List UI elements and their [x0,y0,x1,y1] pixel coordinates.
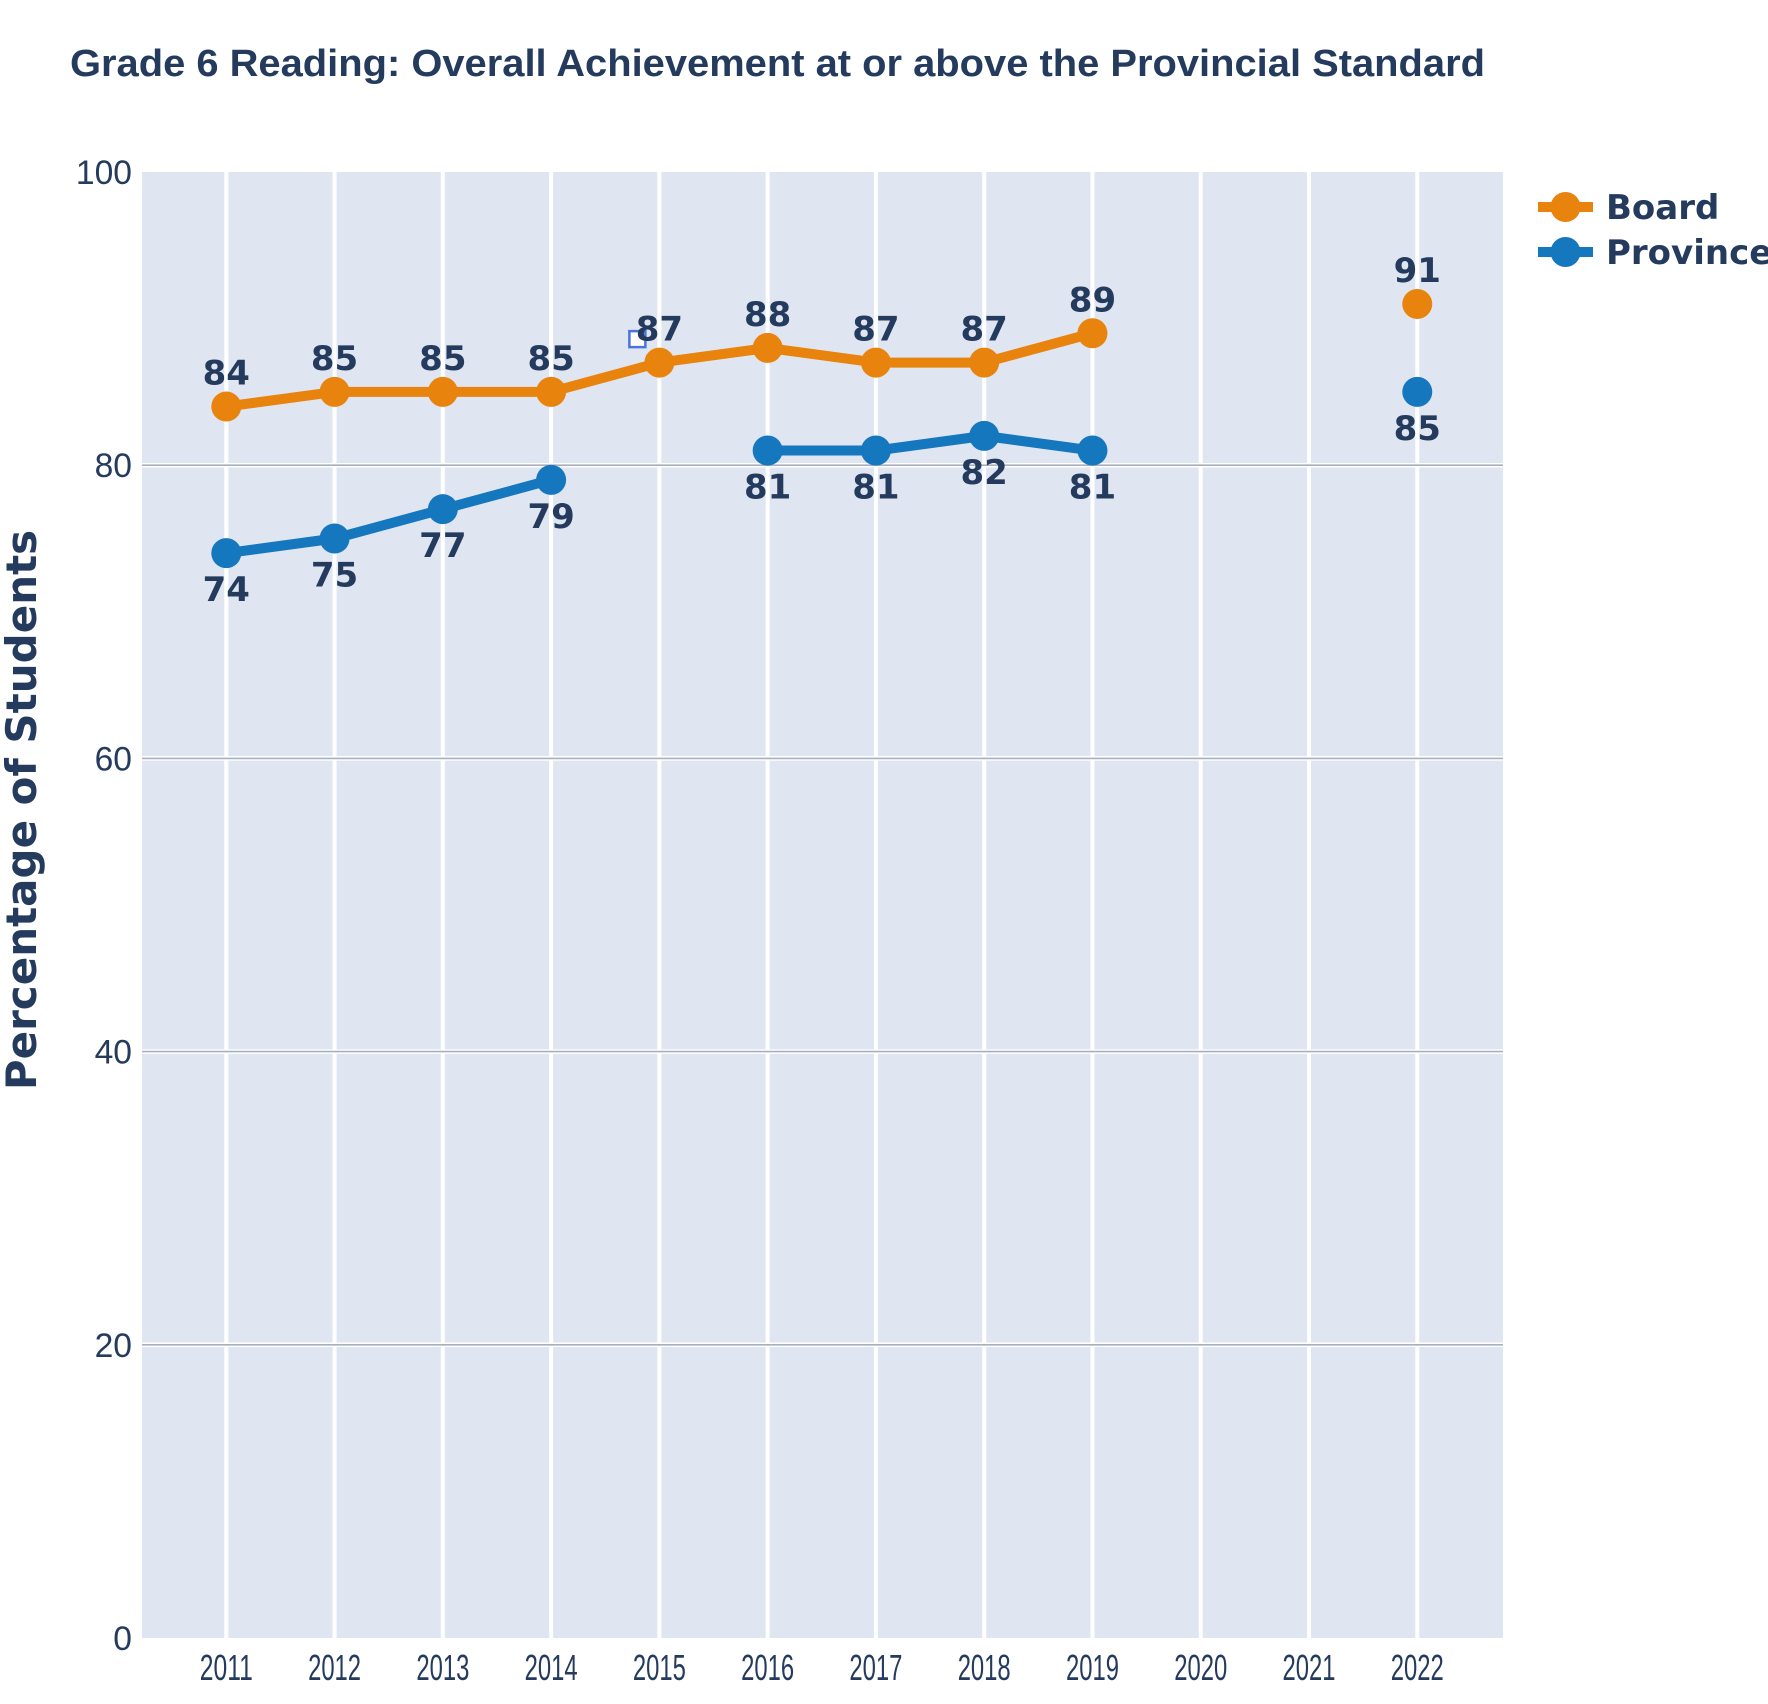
data-label-board-2017: 87 [852,310,899,350]
series-line-province [762,430,1098,456]
data-point-province-2013[interactable] [427,494,458,525]
data-point-board-2011[interactable] [211,391,242,422]
data-point-province-2012[interactable] [319,523,350,554]
x-tick-2019: 2019 [1066,1647,1119,1688]
x-tick-2013: 2013 [416,1647,469,1688]
y-axis-title: Percentage of Students [0,530,46,1090]
stray-square-marker [628,329,647,349]
data-label-board-2018: 87 [961,310,1008,350]
data-label-province-2017: 81 [852,468,899,508]
data-labels-layer: 84 85 85 85 87 88 87 87 89 91 74 75 77 79 81 81 82 81 85 [203,251,1441,610]
x-tick-2016: 2016 [741,1647,794,1688]
data-label-province-2022: 85 [1394,409,1441,449]
annotations-layer [628,329,647,349]
y-tick-80: 80 [95,447,132,485]
data-label-province-2016: 81 [744,468,791,508]
series-line-province [221,474,557,559]
data-point-province-2016[interactable] [752,435,783,466]
data-label-province-2013: 77 [419,526,466,566]
data-point-board-2013[interactable] [427,376,458,407]
data-label-board-2013: 85 [419,339,466,379]
y-tick-60: 60 [95,740,132,778]
data-point-province-2011[interactable] [211,538,242,569]
data-label-province-2014: 79 [527,497,574,537]
x-tick-2022: 2022 [1391,1647,1444,1688]
x-tick-2015: 2015 [633,1647,686,1688]
data-label-board-2022: 91 [1394,251,1441,291]
series-layer [211,288,1433,569]
data-point-board-2012[interactable] [319,376,350,407]
y-tick-40: 40 [95,1034,132,1072]
legend-item-province[interactable]: Province [1538,233,1768,273]
legend-label-board: Board [1606,188,1719,228]
legend-marker-province [1550,237,1581,267]
x-tick-2020: 2020 [1174,1647,1227,1688]
legend: Board Province [1538,188,1768,273]
data-point-board-2022[interactable] [1402,288,1433,319]
data-point-board-2017[interactable] [860,347,891,378]
axis-ticks-layer: 2011 2012 2013 2014 2015 2016 2017 2018 2019 2020… [76,154,1444,1688]
data-label-board-2019: 89 [1069,280,1116,320]
data-label-province-2012: 75 [311,556,358,596]
data-point-board-2018[interactable] [969,347,1000,378]
data-point-board-2016[interactable] [752,332,783,363]
x-tick-2018: 2018 [958,1647,1011,1688]
data-label-board-2015: 87 [636,310,683,350]
legend-label-province: Province [1606,233,1768,273]
data-label-board-2014: 85 [527,339,574,379]
y-tick-100: 100 [76,154,132,192]
gridlines-layer [142,172,1503,1638]
legend-marker-board [1550,192,1581,222]
data-point-province-2019[interactable] [1077,435,1108,466]
y-tick-0: 0 [113,1620,132,1658]
x-tick-2012: 2012 [308,1647,361,1688]
data-label-province-2018: 82 [961,453,1008,493]
x-tick-2021: 2021 [1283,1647,1336,1688]
data-label-province-2011: 74 [203,570,250,610]
data-point-province-2014[interactable] [536,464,567,495]
data-point-province-2022[interactable] [1402,376,1433,407]
data-point-province-2018[interactable] [969,420,1000,451]
chart-title: Grade 6 Reading: Overall Achievement at … [70,43,1485,85]
data-label-board-2012: 85 [311,339,358,379]
x-tick-2017: 2017 [849,1647,902,1688]
data-point-province-2017[interactable] [860,435,891,466]
x-tick-2011: 2011 [200,1647,253,1688]
y-tick-20: 20 [95,1327,132,1365]
data-point-board-2014[interactable] [536,376,567,407]
data-point-board-2019[interactable] [1077,318,1108,349]
data-label-board-2011: 84 [203,354,250,394]
x-tick-2014: 2014 [525,1647,578,1688]
data-label-province-2019: 81 [1069,468,1116,508]
data-point-board-2015[interactable] [644,347,675,378]
data-label-board-2016: 88 [744,295,791,335]
plot-area-background [142,172,1503,1638]
legend-item-board[interactable]: Board [1538,188,1719,228]
